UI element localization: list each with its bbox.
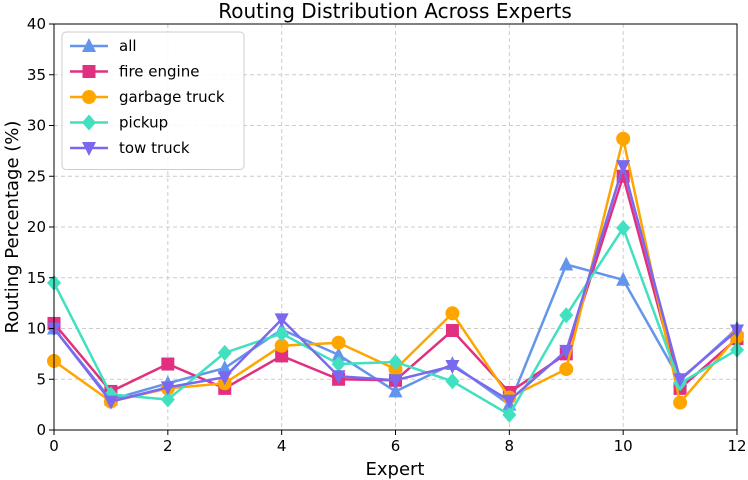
data-point-tow-truck: [103, 395, 118, 410]
data-point-tow-truck: [160, 381, 175, 396]
legend-marker-all: [82, 38, 96, 52]
legend-marker-garbage-truck: [82, 90, 96, 104]
data-point-all: [616, 271, 631, 286]
data-point-tow-truck: [388, 374, 403, 389]
data-point-pickup: [502, 406, 517, 423]
series-layer: [47, 131, 744, 423]
x-tick-label: 8: [505, 437, 515, 455]
y-tick-label: 5: [36, 370, 46, 388]
x-tick-label: 6: [391, 437, 401, 455]
data-point-pickup: [559, 307, 574, 324]
legend-marker-pickup: [82, 114, 96, 131]
data-point-pickup: [616, 220, 631, 237]
data-point-garbage-truck: [274, 338, 289, 353]
data-point-pickup: [160, 391, 175, 408]
ticks: 0 2 4 6 8 10 12 0 5 10 15 20 25 30 35 40: [27, 15, 747, 455]
series-tow-truck: [47, 160, 744, 410]
data-point-garbage-truck: [331, 335, 346, 350]
data-point-fire-engine: [445, 324, 459, 338]
data-point-pickup: [331, 356, 346, 373]
data-point-fire-engine: [275, 349, 289, 363]
data-point-tow-truck: [673, 373, 688, 388]
legend-label-garbage-truck: garbage truck: [119, 88, 225, 106]
legend-label-tow-truck: tow truck: [119, 139, 190, 157]
y-tick-label: 35: [27, 66, 46, 84]
data-point-garbage-truck: [673, 395, 688, 410]
legend-label-fire-engine: fire engine: [119, 63, 199, 81]
legend-marker-tow-truck: [82, 142, 96, 156]
y-tick-label: 40: [27, 15, 46, 33]
x-tick-label: 2: [163, 437, 173, 455]
data-point-fire-engine: [161, 357, 175, 371]
data-point-all: [217, 360, 232, 375]
y-tick-label: 20: [27, 218, 46, 236]
data-point-tow-truck: [331, 370, 346, 385]
y-tick-label: 15: [27, 269, 46, 287]
data-point-all: [331, 346, 346, 361]
data-point-pickup: [445, 373, 460, 390]
data-point-garbage-truck: [559, 362, 574, 377]
data-point-tow-truck: [559, 344, 574, 359]
x-tick-label: 0: [49, 437, 59, 455]
y-tick-label: 30: [27, 117, 46, 135]
data-point-pickup: [217, 344, 232, 361]
data-point-tow-truck: [274, 313, 289, 328]
data-point-all: [388, 383, 403, 398]
x-tick-label: 12: [727, 437, 746, 455]
data-point-garbage-truck: [616, 131, 631, 146]
legend-label-all: all: [119, 37, 137, 55]
data-point-tow-truck: [217, 371, 232, 386]
data-point-tow-truck: [502, 394, 517, 409]
y-tick-label: 10: [27, 320, 46, 338]
y-tick-label: 0: [36, 421, 46, 439]
x-tick-label: 10: [614, 437, 633, 455]
data-point-garbage-truck: [445, 306, 460, 321]
legend-box: [61, 31, 245, 170]
x-tick-label: 4: [277, 437, 287, 455]
y-tick-label: 25: [27, 167, 46, 185]
data-point-pickup: [274, 325, 289, 342]
data-point-all: [559, 256, 574, 271]
data-point-tow-truck: [445, 360, 460, 375]
legend-marker-fire-engine: [82, 65, 96, 78]
data-point-tow-truck: [616, 160, 631, 175]
data-point-pickup: [388, 353, 403, 370]
chart-title: Routing Distribution Across Experts: [218, 0, 572, 23]
series-pickup: [47, 220, 744, 423]
y-axis-label: Routing Percentage (%): [2, 121, 23, 334]
legend-label-pickup: pickup: [119, 114, 168, 132]
legend: all fire engine garbage truck pickup tow tru…: [61, 31, 245, 170]
x-axis-label: Expert: [366, 459, 425, 480]
